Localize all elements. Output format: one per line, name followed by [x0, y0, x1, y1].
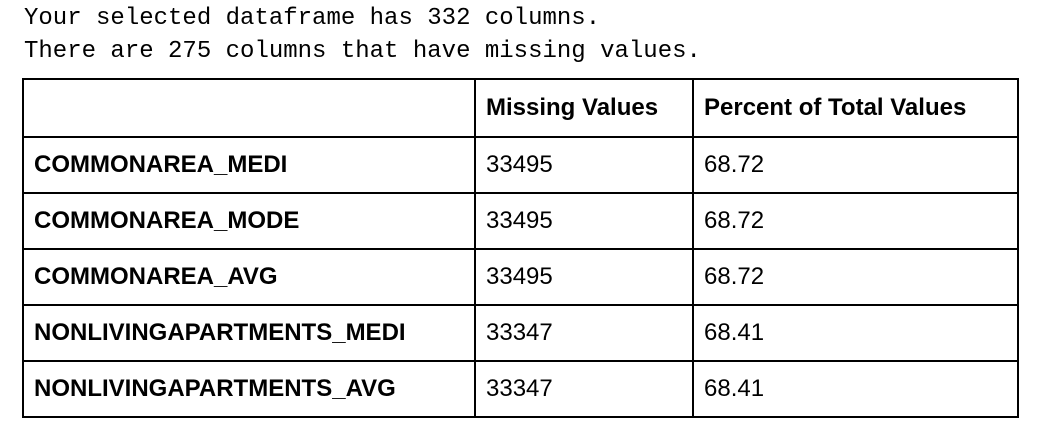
row-column-name: COMMONAREA_MODE: [22, 192, 476, 250]
row-missing-count: 33495: [474, 136, 694, 194]
row-column-name: NONLIVINGAPARTMENTS_AVG: [22, 360, 476, 418]
table-header-row: Missing Values Percent of Total Values: [22, 78, 1019, 138]
row-column-name: NONLIVINGAPARTMENTS_MEDI: [22, 304, 476, 362]
table-row: NONLIVINGAPARTMENTS_AVG 33347 68.41: [22, 360, 1019, 418]
index-header: [22, 78, 476, 138]
row-missing-count: 33347: [474, 360, 694, 418]
row-missing-percent: 68.72: [692, 248, 1019, 306]
table-row: COMMONAREA_MEDI 33495 68.72: [22, 136, 1019, 194]
console-line-missing-count: There are 275 columns that have missing …: [24, 38, 701, 65]
cell-output: Your selected dataframe has 332 columns.…: [24, 2, 1024, 68]
missing-values-table: Missing Values Percent of Total Values C…: [22, 78, 1019, 418]
row-column-name: COMMONAREA_AVG: [22, 248, 476, 306]
percent-total-header: Percent of Total Values: [692, 78, 1019, 138]
table-row: COMMONAREA_MODE 33495 68.72: [22, 192, 1019, 250]
row-column-name: COMMONAREA_MEDI: [22, 136, 476, 194]
console-line-column-count: Your selected dataframe has 332 columns.: [24, 5, 601, 32]
row-missing-percent: 68.41: [692, 360, 1019, 418]
row-missing-percent: 68.72: [692, 136, 1019, 194]
row-missing-count: 33495: [474, 192, 694, 250]
table-row: COMMONAREA_AVG 33495 68.72: [22, 248, 1019, 306]
row-missing-count: 33495: [474, 248, 694, 306]
table-row: NONLIVINGAPARTMENTS_MEDI 33347 68.41: [22, 304, 1019, 362]
missing-values-header: Missing Values: [474, 78, 694, 138]
row-missing-count: 33347: [474, 304, 694, 362]
row-missing-percent: 68.72: [692, 192, 1019, 250]
row-missing-percent: 68.41: [692, 304, 1019, 362]
